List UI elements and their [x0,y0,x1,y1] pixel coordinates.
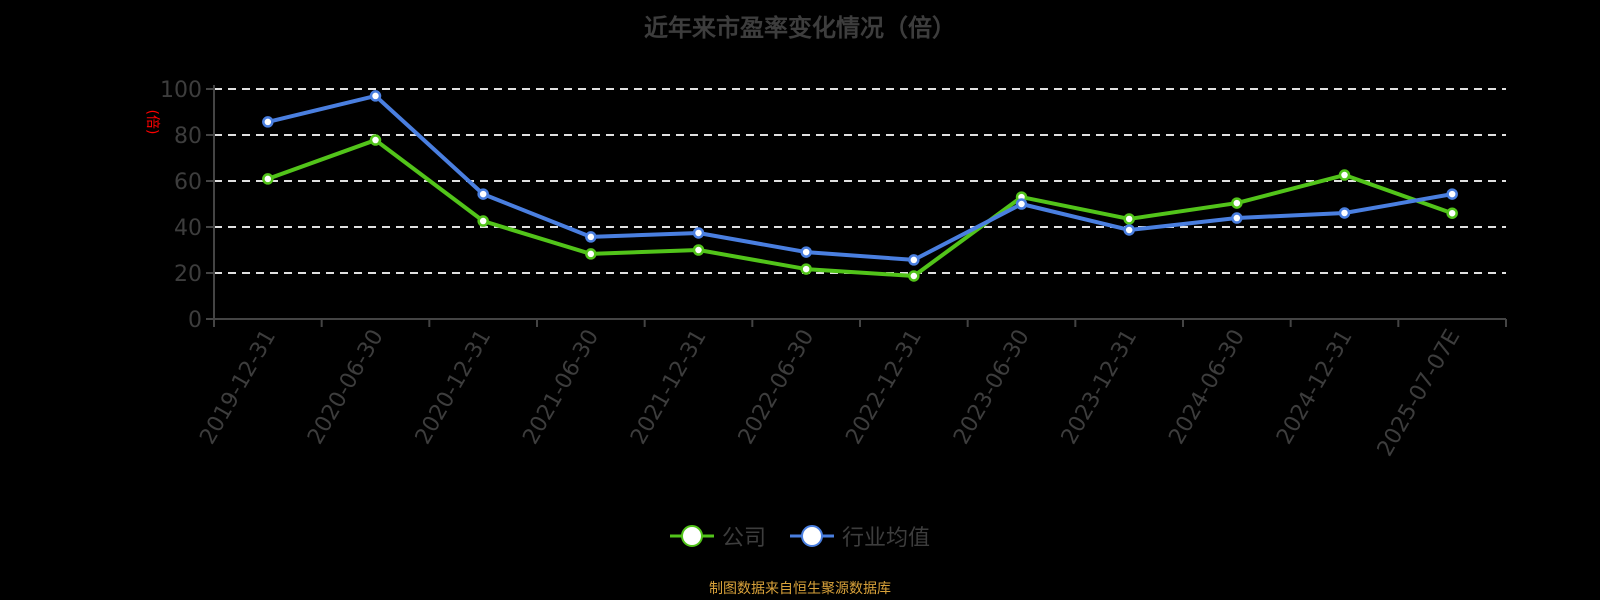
x-tick-label: 2024-06-30 [1164,326,1250,449]
data-source-note: 制图数据来自恒生聚源数据库 [709,581,891,597]
data-point-company [800,263,812,275]
data-point-company [585,248,597,260]
data-point-industry [908,254,920,266]
y-tick-label: 20 [174,262,202,287]
y-tick-label: 100 [160,78,202,103]
series-line-industry [267,93,1453,262]
x-tick-label: 2025-07-07E [1373,326,1466,461]
x-tick-label: 2024-12-31 [1272,326,1358,449]
data-point-industry [369,90,382,102]
x-tick-label: 2021-12-31 [626,326,712,449]
x-tick-label: 2023-12-31 [1057,326,1143,449]
line-chart: 0 20 40 60 80 100(倍) 2019-12-31 2020-06-30 2020-… [144,78,1507,461]
data-point-industry [1446,188,1458,200]
y-tick-label: 40 [174,216,202,241]
data-point-company [908,270,920,282]
data-point-company [1446,207,1458,219]
legend-marker-industry-icon [790,525,834,547]
x-tick-label: 2022-12-31 [841,326,927,449]
data-point-company [477,215,489,227]
data-point-industry [1015,198,1028,210]
data-point-industry [477,188,489,200]
data-point-company [262,173,274,185]
data-point-industry [692,227,705,239]
data-point-company [1123,213,1135,225]
data-point-industry [1123,224,1135,236]
legend-item-company[interactable]: 公司 [669,520,766,552]
x-tick-label: 2019-12-31 [195,326,281,449]
legend-marker-company-icon [669,525,714,547]
y-axis-label: (倍) [144,110,160,135]
legend: 公司 行业均值 [0,520,1600,552]
y-tick-label: 80 [174,124,202,149]
legend-item-industry[interactable]: 行业均值 [790,520,930,552]
chart-title: 近年来市盈率变化情况（倍） [644,14,956,42]
data-point-company [369,134,382,146]
x-tick-label: 2021-06-30 [518,326,604,449]
x-tick-label: 2023-06-30 [949,326,1035,449]
data-point-company [1338,169,1351,181]
legend-label-company: 公司 [721,526,766,551]
data-point-industry [1338,207,1351,219]
data-point-industry [585,231,597,243]
data-point-industry [800,246,812,258]
data-point-industry [262,116,274,128]
x-tick-label: 2020-12-31 [411,326,497,449]
x-tick-label: 2020-06-30 [303,326,389,449]
series-line-company [267,138,1453,278]
legend-label-industry: 行业均值 [842,526,931,551]
y-tick-label: 60 [174,170,202,195]
y-tick-label: 0 [188,308,202,333]
data-point-industry [1231,212,1243,224]
x-tick-label: 2022-06-30 [734,326,820,449]
data-point-company [692,244,705,256]
data-point-company [1231,197,1243,209]
